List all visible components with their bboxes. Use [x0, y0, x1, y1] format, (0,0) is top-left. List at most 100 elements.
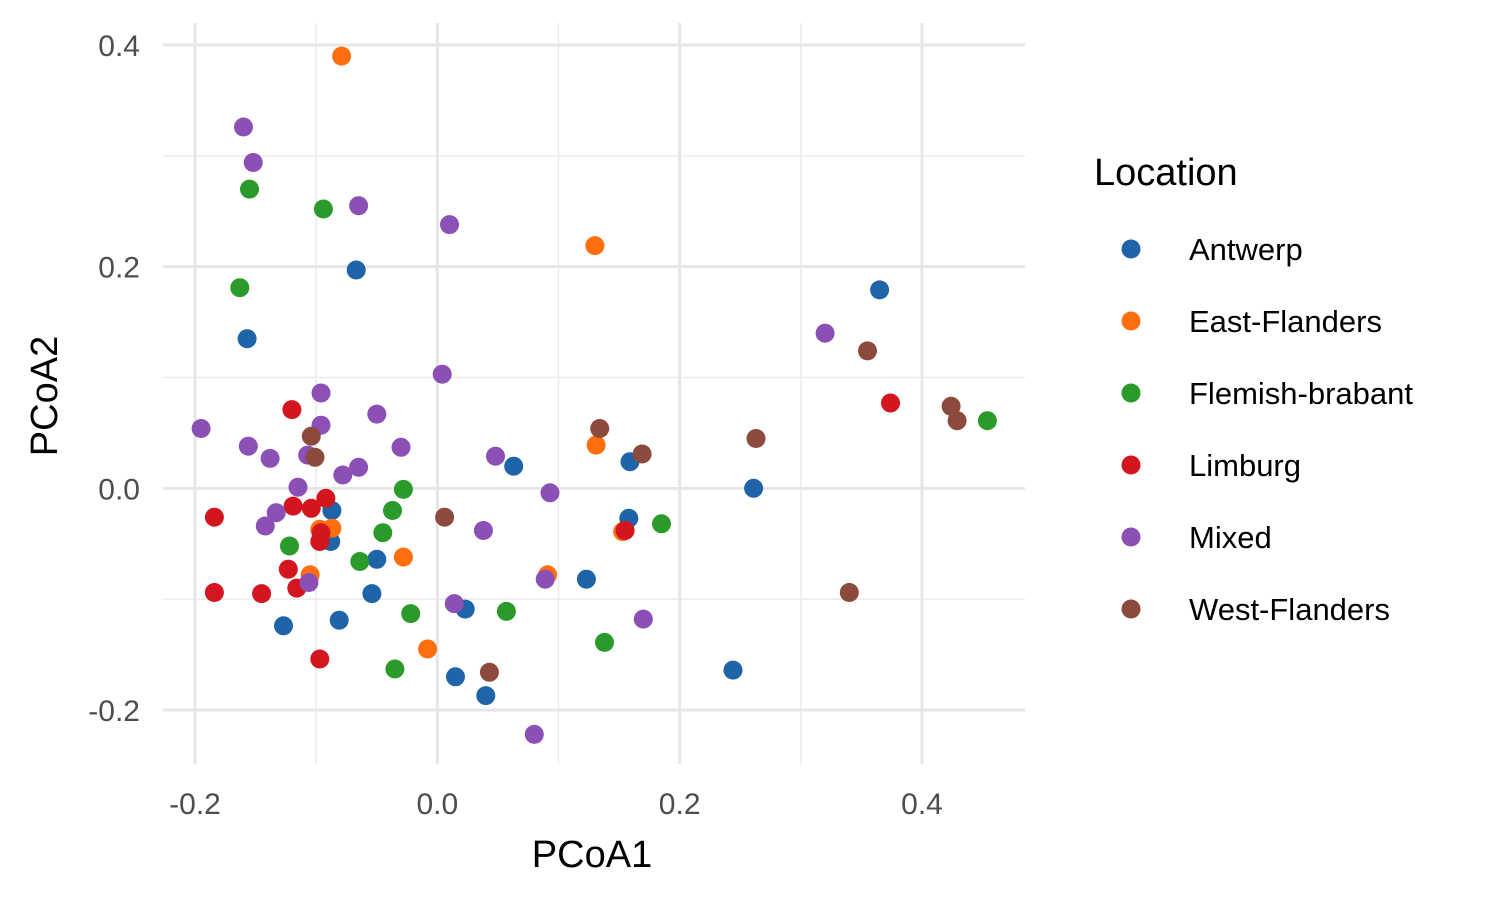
- legend-label: Flemish-brabant: [1189, 376, 1413, 411]
- data-point-east-flanders: [586, 435, 606, 455]
- data-point-west-flanders: [941, 396, 961, 416]
- data-point-east-flanders: [332, 46, 352, 66]
- legend-key: [1121, 383, 1141, 403]
- data-point-mixed: [633, 609, 653, 629]
- data-point-mixed: [255, 516, 275, 536]
- data-point-antwerp: [446, 667, 465, 687]
- data-point-limburg: [316, 488, 336, 508]
- data-point-west-flanders: [839, 583, 859, 602]
- legend-key: [1121, 599, 1141, 619]
- data-point-antwerp: [237, 329, 257, 349]
- data-point-antwerp: [274, 616, 293, 636]
- data-point-mixed: [349, 196, 369, 216]
- y-tick-label: 0.2: [98, 252, 140, 285]
- data-point-mixed: [333, 465, 353, 485]
- x-axis-title: PCoA1: [532, 834, 652, 876]
- legend-label: West-Flanders: [1189, 592, 1390, 627]
- data-point-mixed: [349, 457, 369, 477]
- legend-item-west-flanders: West-Flanders: [1121, 592, 1390, 627]
- data-point-west-flanders: [746, 429, 766, 448]
- data-point-antwerp: [504, 456, 524, 476]
- data-point-west-flanders: [305, 447, 325, 467]
- data-point-mixed: [311, 383, 331, 403]
- data-point-antwerp: [346, 260, 366, 280]
- x-tick-label: -0.2: [169, 788, 221, 821]
- legend-key: [1121, 311, 1141, 331]
- data-point-antwerp: [362, 584, 382, 604]
- data-point-limburg: [278, 559, 298, 579]
- data-point-mixed: [238, 436, 258, 456]
- data-point-antwerp: [744, 478, 764, 498]
- legend-label: Antwerp: [1189, 232, 1303, 267]
- data-point-mixed: [391, 437, 411, 457]
- data-point-flemish-brabant: [385, 659, 405, 679]
- data-point-flemish-brabant: [230, 278, 250, 298]
- y-tick-label: -0.2: [88, 695, 140, 728]
- data-point-mixed: [432, 364, 452, 384]
- data-point-flemish-brabant: [313, 199, 333, 219]
- data-point-flemish-brabant: [373, 523, 393, 543]
- legend-item-east-flanders: East-Flanders: [1121, 304, 1382, 339]
- data-point-mixed: [299, 573, 319, 592]
- legend-key: [1121, 527, 1141, 547]
- data-point-antwerp: [476, 686, 496, 706]
- x-tick-label: 0.0: [416, 788, 458, 821]
- x-tick-label: 0.2: [659, 788, 701, 821]
- data-point-flemish-brabant: [977, 411, 997, 431]
- x-tick-label: 0.4: [901, 788, 943, 821]
- data-point-west-flanders: [590, 419, 610, 438]
- data-point-flemish-brabant: [393, 479, 413, 499]
- data-point-west-flanders: [632, 444, 652, 464]
- legend: Location Antwerp East-Flanders Flemish-bra…: [1094, 152, 1413, 627]
- data-point-mixed: [440, 215, 459, 235]
- data-point-east-flanders: [418, 639, 438, 659]
- data-point-west-flanders: [947, 411, 967, 431]
- major-grid: [163, 23, 1025, 764]
- data-point-limburg: [283, 496, 303, 516]
- data-point-west-flanders: [858, 341, 877, 361]
- data-point-limburg: [252, 584, 272, 604]
- data-point-mixed: [486, 446, 505, 466]
- data-point-mixed: [191, 419, 211, 438]
- data-point-west-flanders: [479, 662, 499, 682]
- y-tick-label: 0.0: [98, 473, 140, 506]
- data-point-west-flanders: [435, 507, 455, 527]
- data-point-east-flanders: [585, 236, 605, 256]
- data-point-west-flanders: [301, 426, 321, 446]
- data-point-flemish-brabant: [240, 179, 259, 199]
- data-point-east-flanders: [393, 547, 413, 567]
- y-axis-title: PCoA2: [24, 336, 66, 456]
- data-point-limburg: [204, 583, 224, 602]
- legend-title: Location: [1094, 152, 1238, 194]
- data-point-limburg: [310, 649, 330, 669]
- data-point-antwerp: [329, 610, 349, 630]
- data-point-limburg: [282, 400, 302, 420]
- data-point-mixed: [288, 477, 308, 497]
- data-point-antwerp: [723, 660, 743, 680]
- y-axis-ticks: -0.2 0.0 0.2 0.4: [88, 30, 140, 728]
- data-point-flemish-brabant: [383, 501, 402, 520]
- data-point-mixed: [243, 153, 263, 172]
- data-point-mixed: [524, 724, 544, 744]
- data-point-mixed: [234, 117, 253, 137]
- legend-label: Limburg: [1189, 448, 1301, 483]
- legend-item-flemish-brabant: Flemish-brabant: [1121, 376, 1413, 411]
- data-point-mixed: [473, 521, 493, 540]
- data-point-mixed: [540, 483, 560, 503]
- data-point-mixed: [535, 569, 555, 589]
- data-point-mixed: [815, 323, 835, 343]
- data-point-limburg: [881, 393, 900, 413]
- data-points: [191, 46, 997, 744]
- data-point-antwerp: [870, 280, 890, 300]
- data-point-mixed: [367, 404, 387, 424]
- data-point-flemish-brabant: [595, 632, 614, 652]
- x-axis-ticks: -0.2 0.0 0.2 0.4: [169, 788, 943, 821]
- data-point-flemish-brabant: [652, 514, 671, 534]
- data-point-flemish-brabant: [350, 552, 370, 571]
- data-point-flemish-brabant: [280, 536, 299, 556]
- data-point-mixed: [444, 594, 464, 614]
- data-point-limburg: [615, 521, 635, 540]
- legend-item-mixed: Mixed: [1121, 520, 1272, 555]
- y-tick-label: 0.4: [98, 30, 140, 63]
